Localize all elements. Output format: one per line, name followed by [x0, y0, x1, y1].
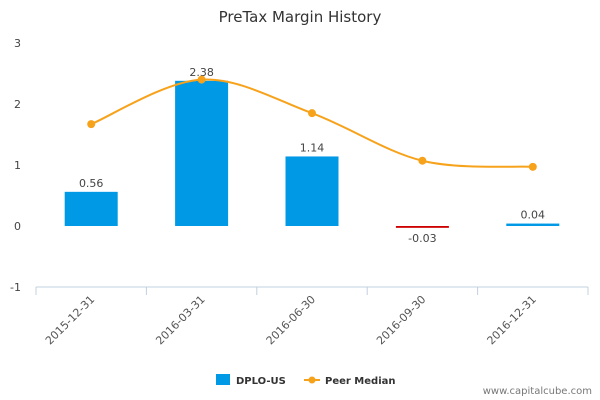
x-tick-label: 2016-12-31	[485, 293, 539, 347]
bar-data-label: 1.14	[300, 141, 325, 154]
bar-data-label: -0.03	[408, 232, 436, 245]
bar-series: 0.56 2.38 1.14 -0.03 0.04	[64, 66, 560, 245]
bar-data-label: 0.56	[79, 177, 104, 190]
legend-swatch-peer-marker	[308, 376, 316, 384]
legend-label-peer: Peer Median	[325, 376, 396, 387]
y-tick-label: 1	[14, 159, 21, 172]
y-axis: -1 0 1 2 3	[10, 37, 21, 294]
x-tick-label: 2016-09-30	[374, 293, 428, 347]
y-tick-label: 3	[14, 37, 21, 50]
chart-title: PreTax Margin History	[219, 8, 382, 26]
peer-median-point	[197, 75, 206, 84]
x-tick-label: 2016-06-30	[264, 293, 318, 347]
x-tick-label: 2015-12-31	[43, 293, 97, 347]
legend: DPLO-US Peer Median	[216, 374, 396, 387]
bar-data-label: 0.04	[521, 209, 546, 222]
peer-median-point	[87, 120, 96, 129]
bar	[506, 223, 560, 226]
peer-median-series	[87, 75, 537, 171]
watermark: www.capitalcube.com	[483, 386, 592, 397]
legend-label-dplo: DPLO-US	[236, 376, 286, 387]
x-axis: 2015-12-31 2016-03-31 2016-06-30 2016-09-30…	[35, 286, 589, 347]
peer-median-point	[418, 156, 427, 165]
bar	[175, 80, 229, 226]
bar	[64, 191, 118, 226]
y-tick-label: 2	[14, 98, 21, 111]
x-tick-label: 2016-03-31	[153, 293, 207, 347]
y-tick-label: 0	[14, 220, 21, 233]
legend-swatch-dplo	[216, 374, 230, 385]
bar	[395, 226, 449, 228]
y-tick-label: -1	[10, 281, 21, 294]
peer-median-point	[308, 109, 316, 118]
peer-median-point	[528, 162, 537, 171]
bar	[285, 156, 339, 226]
bar-data-label: 2.38	[189, 66, 214, 79]
